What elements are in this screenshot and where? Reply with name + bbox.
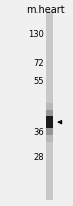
Bar <box>46 12 53 200</box>
Text: 28: 28 <box>33 152 44 161</box>
Bar <box>46 110 53 135</box>
Text: 36: 36 <box>33 127 44 136</box>
Bar <box>46 117 53 128</box>
Text: m.heart: m.heart <box>26 5 65 15</box>
Text: 72: 72 <box>33 58 44 67</box>
Text: 55: 55 <box>34 77 44 86</box>
Text: 130: 130 <box>28 29 44 39</box>
Bar <box>46 103 53 142</box>
